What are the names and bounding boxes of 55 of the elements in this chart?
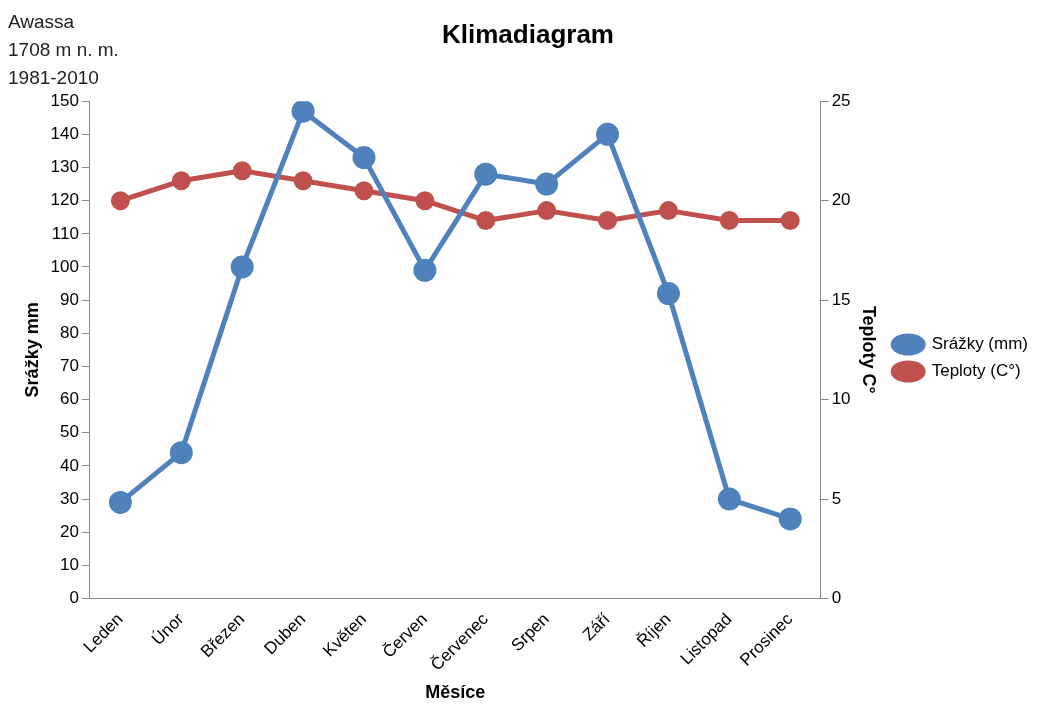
point: [598, 211, 618, 231]
point: [171, 171, 191, 191]
y2-tick-label: 20: [831, 190, 851, 210]
y-axis-title: Srážky mm: [21, 302, 42, 398]
point: [474, 162, 498, 186]
y2-tick-label: 15: [831, 289, 851, 309]
y2-tick-label: 0: [831, 588, 842, 608]
point: [778, 507, 802, 531]
y-tick-label: 140: [50, 124, 79, 144]
point: [537, 201, 557, 221]
point: [413, 258, 437, 282]
y-tick-label: 150: [50, 90, 79, 110]
point: [108, 490, 132, 514]
y-tick-label: 80: [60, 322, 79, 342]
legend-label: Srážky (mm): [931, 334, 1029, 354]
point: [535, 172, 559, 196]
point: [230, 255, 254, 279]
y2-axis-title: Teploty C°: [859, 305, 880, 394]
y2-tick-label: 5: [831, 488, 842, 508]
text: 1708 m n. m.: [8, 38, 119, 62]
point: [476, 211, 496, 231]
y-tick-label: 10: [60, 555, 79, 575]
point: [656, 282, 680, 305]
point: [110, 191, 130, 211]
y-tick-label: 70: [60, 356, 79, 376]
point: [780, 211, 800, 231]
x-axis-title: Měsíce: [425, 682, 486, 703]
y-tick-label: 110: [51, 223, 79, 243]
y-tick-label: 0: [69, 588, 79, 608]
y-tick-label: 40: [60, 455, 79, 475]
point: [291, 101, 315, 123]
y-tick-label: 90: [60, 289, 79, 309]
y-tick-label: 60: [60, 389, 79, 409]
legend-label: Teploty (C°): [931, 361, 1021, 381]
y-tick-label: 120: [50, 190, 79, 210]
point: [354, 181, 374, 201]
point: [415, 191, 435, 211]
point: [719, 211, 739, 231]
y2-tick-label: 25: [831, 90, 851, 110]
point: [169, 441, 193, 465]
y-tick-label: 20: [60, 521, 79, 541]
point: [293, 171, 313, 191]
point: [596, 122, 620, 146]
y-tick-label: 50: [60, 422, 79, 442]
text: 1981-2010: [8, 66, 100, 90]
chart-title: Klimadiagram: [442, 18, 614, 49]
point: [717, 487, 741, 511]
y-tick-label: 130: [50, 157, 79, 177]
text: Awassa: [8, 10, 76, 34]
point: [658, 201, 678, 221]
point: [232, 161, 252, 181]
y2-tick-label: 10: [831, 389, 851, 409]
y-tick-label: 30: [60, 488, 79, 508]
y-tick-label: 100: [50, 256, 79, 276]
point: [352, 146, 376, 170]
